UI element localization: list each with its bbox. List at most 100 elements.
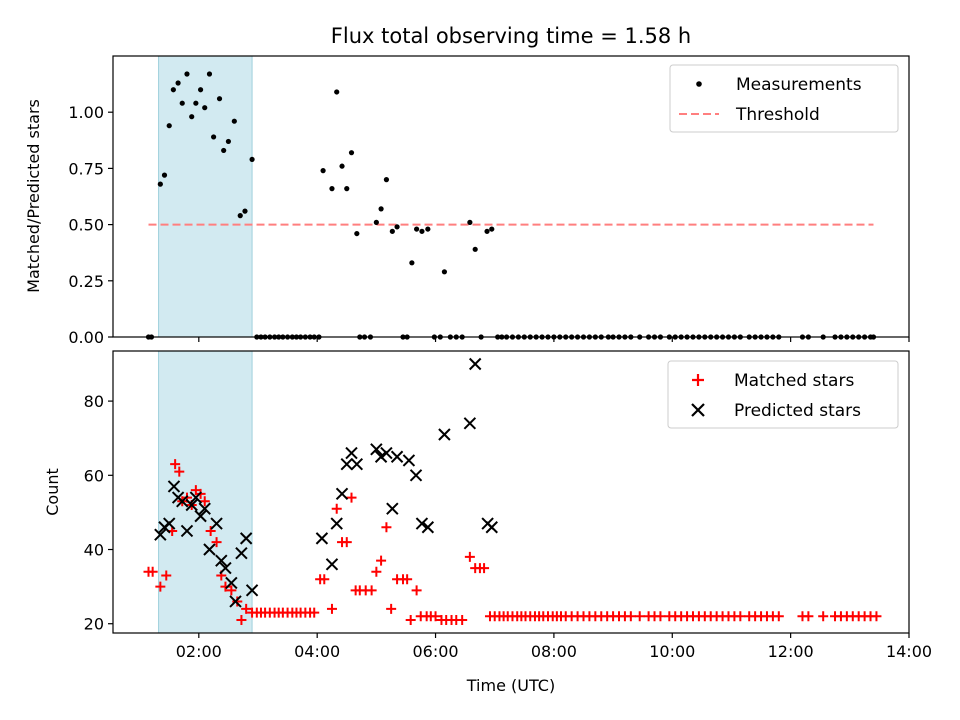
top-y-tick-label: 0.25: [68, 272, 104, 291]
predicted-star-point: [330, 517, 343, 530]
matched-star-point: [655, 611, 666, 622]
predicted-star-point: [402, 454, 416, 467]
matched-star-point: [326, 603, 337, 614]
top-y-axis-label: Matched/Predicted stars: [24, 99, 43, 293]
bottom-axes: 20 40 60 80 02:00 04:00 06:00 08:00 10:00 12:00 14…: [84, 350, 932, 661]
matched-star-point: [371, 566, 382, 577]
legend-matched-label: Matched stars: [734, 371, 854, 391]
x-axis-label: Time (UTC): [466, 676, 555, 695]
predicted-star-point: [463, 417, 477, 430]
bottom-y-tick-label: 80: [84, 392, 104, 411]
measurement-point: [206, 71, 213, 77]
matched-star-point: [155, 581, 166, 592]
matched-star-point: [147, 566, 158, 577]
predicted-star-point: [409, 469, 423, 482]
predicted-star-point: [350, 457, 364, 471]
predicted-star-point: [239, 532, 253, 545]
bottom-plot-area: [143, 350, 882, 634]
measurement-point: [211, 134, 217, 140]
measurement-point: [320, 168, 326, 174]
measurement-point: [193, 100, 199, 106]
bottom-y-tick-label: 40: [84, 541, 104, 560]
matched-star-point: [241, 603, 252, 614]
measurement-point: [170, 87, 176, 93]
counts-panel: 20 40 60 80 02:00 04:00 06:00 08:00 10:00 12:00 14…: [43, 350, 932, 695]
predicted-star-point: [180, 524, 194, 538]
predicted-star-point: [340, 457, 353, 471]
matched-star-point: [464, 551, 475, 562]
bottom-axes-frame: [112, 350, 910, 634]
matched-star-point: [634, 611, 645, 622]
predicted-star-point: [210, 517, 223, 530]
predicted-star-point: [235, 547, 248, 560]
predicted-star-point: [167, 480, 181, 493]
series-predicted-stars: [154, 357, 498, 608]
legend-predicted-label: Predicted stars: [734, 401, 861, 421]
matched-star-point: [319, 574, 330, 585]
measurement-point: [175, 80, 181, 86]
predicted-star-point: [215, 554, 228, 567]
measurement-point: [378, 206, 384, 212]
matched-star-point: [381, 522, 392, 533]
x-tick-label: 08:00: [531, 642, 577, 661]
matched-star-point: [366, 585, 377, 596]
measurement-point: [339, 163, 345, 169]
measurement-point: [344, 186, 350, 192]
top-axes: 0.00 0.25 0.50 0.75 1.00: [68, 55, 910, 347]
matched-star-point: [625, 611, 636, 622]
measurement-point: [409, 260, 415, 266]
measurement-point: [197, 87, 204, 93]
measurement-point: [242, 208, 248, 214]
predicted-star-point: [225, 576, 238, 590]
matched-star-point: [773, 611, 784, 622]
matched-star-point: [457, 615, 468, 626]
measurement-point: [472, 246, 478, 252]
predicted-star-point: [203, 543, 216, 556]
predicted-star-point: [345, 446, 358, 460]
matched-star-point: [211, 537, 222, 548]
measurement-point: [216, 96, 223, 102]
predicted-star-point: [390, 450, 404, 463]
matched-star-point: [161, 570, 172, 581]
predicted-star-point: [154, 528, 167, 541]
matched-star-point: [479, 563, 490, 574]
x-tick-label: 10:00: [649, 642, 695, 661]
legend-measurements-marker: [696, 81, 702, 87]
legend-threshold-label: Threshold: [735, 105, 820, 125]
legend-predicted-marker: [691, 403, 705, 417]
measurement-point: [249, 156, 255, 163]
x-tick-label: 02:00: [176, 642, 222, 661]
measurement-point: [389, 228, 395, 234]
measurement-point: [334, 89, 340, 95]
bottom-y-tick-label: 60: [84, 466, 104, 485]
measurement-point: [184, 71, 190, 77]
matched-star-point: [871, 611, 882, 622]
predicted-star-point: [176, 495, 189, 508]
measurement-point: [231, 118, 237, 124]
predicted-star-point: [189, 491, 203, 504]
matched-star-point: [341, 537, 352, 548]
top-y-tick-label: 0.50: [68, 216, 104, 235]
predicted-star-point: [198, 502, 211, 515]
measurement-point: [329, 186, 335, 192]
matched-star-point: [405, 615, 416, 626]
predicted-star-point: [315, 532, 329, 545]
x-tick-label: 04:00: [294, 642, 340, 661]
x-tick-label: 12:00: [768, 642, 814, 661]
predicted-star-point: [335, 487, 349, 501]
measurement-point: [467, 219, 473, 225]
matched-star-point: [386, 603, 397, 614]
top-legend: Measurements Threshold: [669, 64, 899, 133]
top-y-tick-label: 0.75: [68, 159, 104, 178]
top-plot-area: [145, 55, 877, 340]
bottom-y-axis-label: Count: [43, 468, 62, 516]
measurement-point: [373, 219, 379, 225]
measurement-point: [484, 228, 490, 234]
predicted-star-point: [245, 584, 259, 597]
predicted-star-point: [325, 558, 339, 571]
measurement-point: [441, 269, 448, 275]
measurement-point: [161, 172, 168, 178]
matched-star-point: [205, 525, 216, 536]
matched-star-point: [430, 611, 441, 622]
measurement-point: [489, 226, 495, 232]
